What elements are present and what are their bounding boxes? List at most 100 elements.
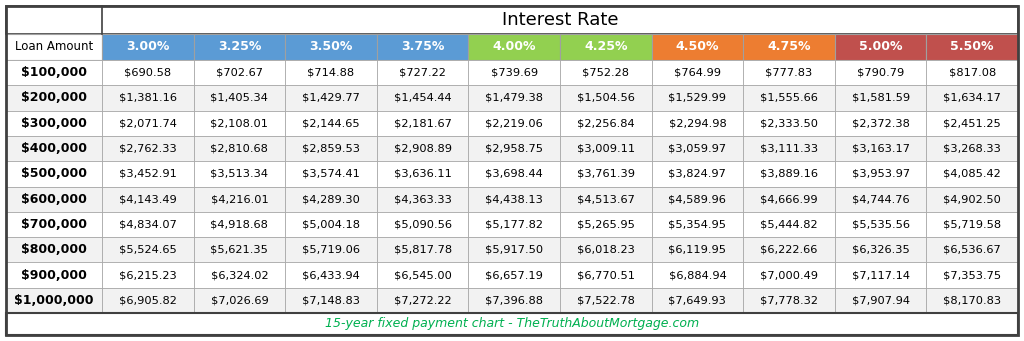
Text: $400,000: $400,000 — [22, 142, 87, 155]
Text: $6,119.95: $6,119.95 — [669, 245, 726, 255]
Text: $500,000: $500,000 — [22, 167, 87, 180]
Text: $2,108.01: $2,108.01 — [210, 118, 268, 128]
Bar — [194, 85, 286, 110]
Bar — [560, 161, 651, 187]
Bar — [927, 187, 1018, 212]
Text: $3,513.34: $3,513.34 — [210, 169, 268, 179]
Bar — [835, 85, 927, 110]
Bar — [927, 161, 1018, 187]
Text: $1,479.38: $1,479.38 — [485, 93, 543, 103]
Bar — [6, 212, 102, 237]
Bar — [651, 60, 743, 85]
Bar — [102, 161, 194, 187]
Text: $6,884.94: $6,884.94 — [669, 270, 726, 280]
Text: $3,698.44: $3,698.44 — [485, 169, 543, 179]
Text: $739.69: $739.69 — [490, 68, 538, 78]
Bar — [835, 237, 927, 263]
Bar — [286, 60, 377, 85]
Text: $6,770.51: $6,770.51 — [577, 270, 635, 280]
Text: $1,529.99: $1,529.99 — [669, 93, 726, 103]
Bar — [651, 34, 743, 60]
Bar — [560, 187, 651, 212]
Bar — [835, 263, 927, 288]
Bar — [743, 288, 835, 313]
Bar — [102, 187, 194, 212]
Text: $6,215.23: $6,215.23 — [119, 270, 177, 280]
Text: $4,834.07: $4,834.07 — [119, 220, 177, 229]
Text: $5,524.65: $5,524.65 — [119, 245, 177, 255]
Bar — [468, 85, 560, 110]
Text: $7,026.69: $7,026.69 — [211, 295, 268, 305]
Bar — [468, 237, 560, 263]
Bar — [743, 212, 835, 237]
Bar — [927, 288, 1018, 313]
Text: $3,059.97: $3,059.97 — [669, 144, 726, 153]
Bar — [743, 237, 835, 263]
Bar — [6, 85, 102, 110]
Text: 3.25%: 3.25% — [218, 41, 261, 54]
Text: $2,181.67: $2,181.67 — [393, 118, 452, 128]
Bar — [927, 136, 1018, 161]
Text: $6,433.94: $6,433.94 — [302, 270, 359, 280]
Text: Interest Rate: Interest Rate — [502, 11, 618, 29]
Text: $1,381.16: $1,381.16 — [119, 93, 177, 103]
Bar — [835, 34, 927, 60]
Bar — [651, 263, 743, 288]
Text: $690.58: $690.58 — [124, 68, 171, 78]
Bar — [743, 161, 835, 187]
Bar — [468, 34, 560, 60]
Text: $4,589.96: $4,589.96 — [669, 194, 726, 204]
Bar — [927, 34, 1018, 60]
Text: $7,907.94: $7,907.94 — [852, 295, 909, 305]
Bar — [651, 212, 743, 237]
Text: $5,177.82: $5,177.82 — [485, 220, 543, 229]
Bar — [286, 161, 377, 187]
Bar — [651, 237, 743, 263]
Bar — [377, 110, 468, 136]
Bar — [651, 85, 743, 110]
Text: $790.79: $790.79 — [857, 68, 904, 78]
Text: $800,000: $800,000 — [22, 243, 87, 256]
Bar — [377, 212, 468, 237]
Bar — [927, 212, 1018, 237]
Bar — [835, 288, 927, 313]
Bar — [102, 34, 194, 60]
Text: $300,000: $300,000 — [22, 117, 87, 130]
Text: 15-year fixed payment chart - TheTruthAboutMortgage.com: 15-year fixed payment chart - TheTruthAb… — [325, 317, 699, 330]
Text: $1,000,000: $1,000,000 — [14, 294, 94, 307]
Bar — [560, 237, 651, 263]
Text: $5,265.95: $5,265.95 — [577, 220, 635, 229]
Text: 4.25%: 4.25% — [584, 41, 628, 54]
Text: $4,918.68: $4,918.68 — [211, 220, 268, 229]
Bar — [194, 288, 286, 313]
Text: $600,000: $600,000 — [22, 193, 87, 206]
Text: $6,905.82: $6,905.82 — [119, 295, 177, 305]
Text: $5,719.06: $5,719.06 — [302, 245, 360, 255]
Bar — [286, 237, 377, 263]
Text: $4,363.33: $4,363.33 — [393, 194, 452, 204]
Bar — [468, 288, 560, 313]
Text: $7,272.22: $7,272.22 — [394, 295, 452, 305]
Text: $3,163.17: $3,163.17 — [852, 144, 909, 153]
Text: $5,354.95: $5,354.95 — [669, 220, 726, 229]
Bar — [194, 212, 286, 237]
Text: $6,018.23: $6,018.23 — [577, 245, 635, 255]
Text: $6,545.00: $6,545.00 — [393, 270, 452, 280]
Text: $727.22: $727.22 — [399, 68, 446, 78]
Text: $5,817.78: $5,817.78 — [393, 245, 452, 255]
Bar — [835, 187, 927, 212]
Bar — [6, 34, 102, 60]
Text: $4,513.67: $4,513.67 — [577, 194, 635, 204]
Text: $1,555.66: $1,555.66 — [760, 93, 818, 103]
Bar — [377, 161, 468, 187]
Text: $700,000: $700,000 — [22, 218, 87, 231]
Bar — [651, 161, 743, 187]
Text: 4.50%: 4.50% — [676, 41, 719, 54]
Text: $1,504.56: $1,504.56 — [577, 93, 635, 103]
Text: $3,761.39: $3,761.39 — [577, 169, 635, 179]
Bar — [468, 212, 560, 237]
Bar — [194, 161, 286, 187]
Bar — [286, 263, 377, 288]
Bar — [377, 60, 468, 85]
Text: $6,326.35: $6,326.35 — [852, 245, 909, 255]
